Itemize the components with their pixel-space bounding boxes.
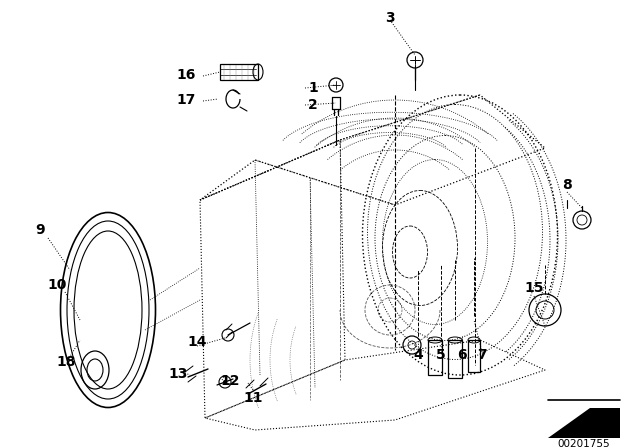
Text: 00201755: 00201755 [557, 439, 611, 448]
Text: 5: 5 [436, 348, 446, 362]
Text: 14: 14 [188, 335, 207, 349]
Text: 4: 4 [413, 348, 423, 362]
Text: 18: 18 [56, 355, 76, 369]
Polygon shape [560, 408, 580, 420]
Text: 10: 10 [47, 278, 67, 292]
Text: 3: 3 [385, 11, 395, 25]
Text: 12: 12 [220, 374, 240, 388]
Text: 15: 15 [524, 281, 544, 295]
Text: 2: 2 [308, 98, 318, 112]
Text: 17: 17 [177, 93, 196, 107]
Circle shape [223, 380, 227, 384]
Text: 9: 9 [35, 223, 45, 237]
Text: 6: 6 [457, 348, 467, 362]
Text: 13: 13 [168, 367, 188, 381]
Text: 16: 16 [177, 68, 196, 82]
Polygon shape [548, 408, 590, 438]
Text: 11: 11 [243, 391, 263, 405]
Text: 7: 7 [477, 348, 487, 362]
Text: 8: 8 [562, 178, 572, 192]
Text: 1: 1 [308, 81, 318, 95]
FancyBboxPatch shape [548, 408, 620, 438]
